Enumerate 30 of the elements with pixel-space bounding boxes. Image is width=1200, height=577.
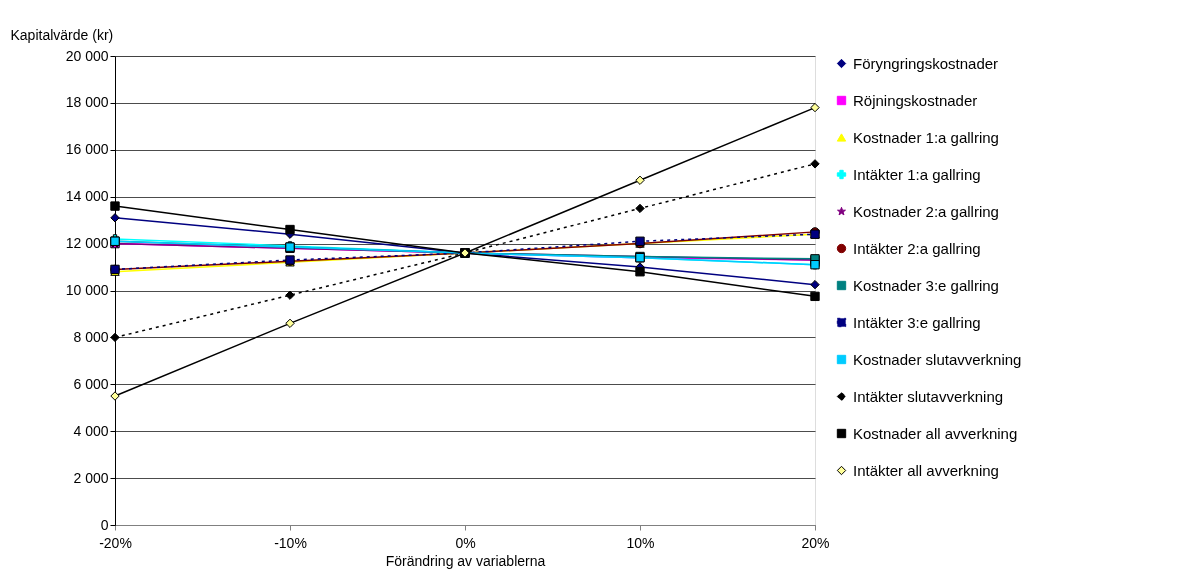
legend-label: Kostnader 2:a gallring: [853, 202, 999, 220]
legend-label: Intäkter 2:a gallring: [853, 239, 981, 257]
legend-label: Intäkter slutavverkning: [853, 387, 1004, 405]
legend-label: Kostnader 3:e gallring: [853, 276, 999, 294]
y-tick-label: 10 000: [65, 282, 109, 298]
y-tick-label: 16 000: [65, 141, 109, 158]
x-tick-label: -20%: [99, 534, 132, 551]
x-axis-title: Förändring av variablerna: [385, 552, 546, 569]
y-tick-label: 12 000: [65, 235, 109, 252]
legend-label: Föryngringskostnader: [853, 54, 999, 72]
x-tick-label: 0%: [455, 534, 476, 551]
legend-label: Intäkter 3:e gallring: [853, 313, 981, 331]
y-tick-label: 18 000: [65, 94, 109, 111]
y-axis-title: Kapitalvärde (kr): [10, 26, 114, 43]
x-tick-label: 20%: [801, 534, 830, 551]
x-tick-label: -10%: [274, 534, 307, 551]
x-tick-label: 10%: [626, 534, 655, 551]
legend-label: Intäkter 1:a gallring: [853, 165, 981, 183]
y-tick-label: 2 000: [73, 469, 109, 486]
y-tick-label: 4 000: [73, 422, 109, 439]
y-tick-label: 0: [100, 516, 109, 533]
y-tick-label: 8 000: [73, 328, 109, 345]
legend-label: Kostnader slutavverkning: [853, 350, 1022, 368]
y-tick-label: 14 000: [65, 188, 109, 205]
legend-label: Kostnader 1:a gallring: [853, 128, 999, 146]
legend-label: Kostnader all avverkning: [853, 424, 1018, 442]
y-tick-label: 20 000: [65, 47, 109, 64]
legend-label: Röjningskostnader: [853, 91, 978, 109]
legend-label: Intäkter all avverkning: [853, 461, 999, 479]
y-tick-label: 6 000: [73, 375, 109, 392]
